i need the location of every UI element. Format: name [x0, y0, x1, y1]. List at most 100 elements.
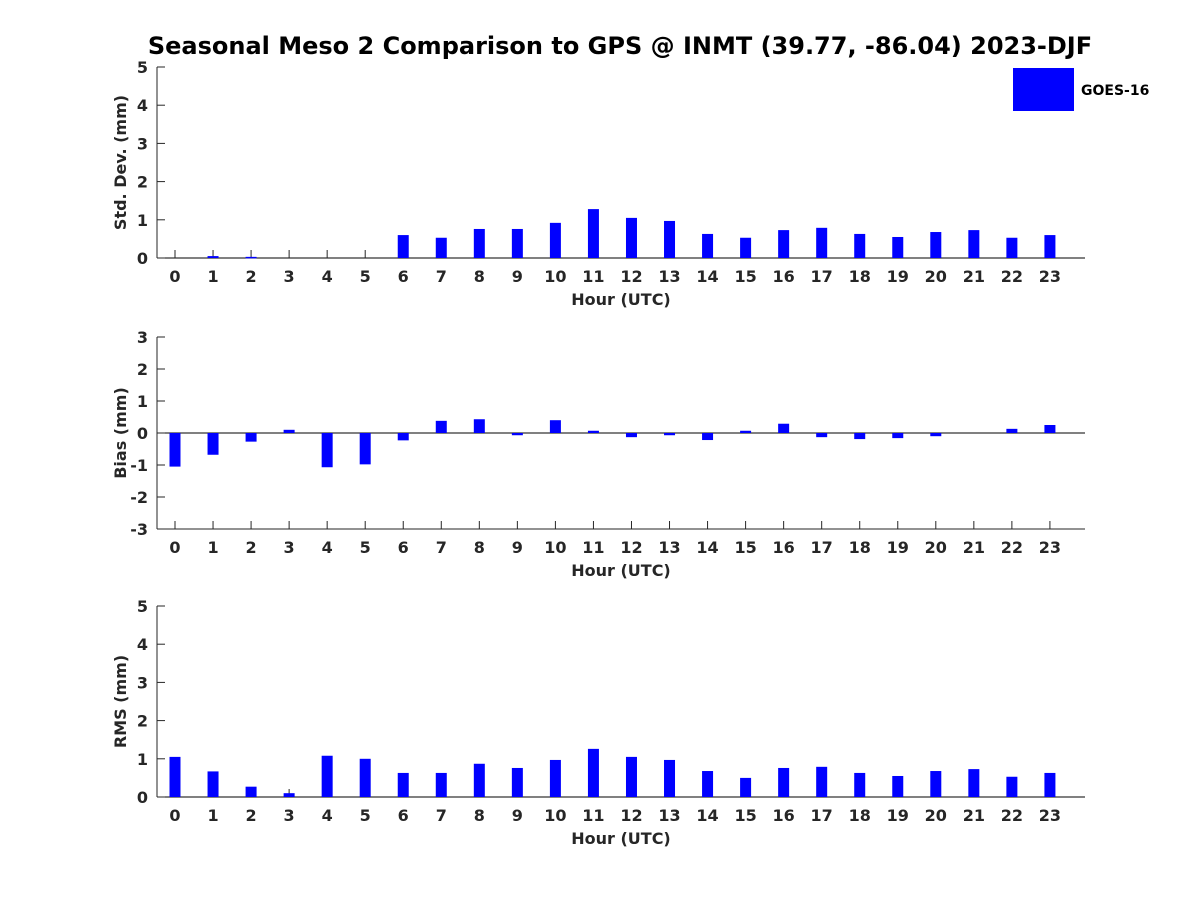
bar — [854, 433, 866, 440]
bar — [587, 430, 599, 433]
x-tick-label: 0 — [169, 267, 180, 286]
y-tick-label: -2 — [130, 488, 148, 507]
x-tick-label: 7 — [436, 267, 447, 286]
y-tick-label: 0 — [137, 249, 148, 268]
bar — [359, 758, 371, 797]
bar — [892, 775, 904, 797]
x-tick-label: 17 — [811, 806, 833, 825]
y-tick-label: 2 — [137, 360, 148, 379]
bar — [778, 767, 790, 797]
x-tick-label: 11 — [582, 267, 604, 286]
bar — [169, 433, 181, 467]
bar — [321, 755, 333, 797]
x-tick-label: 14 — [696, 806, 718, 825]
x-tick-label: 13 — [658, 538, 680, 557]
x-tick-label: 0 — [169, 538, 180, 557]
legend-swatch — [1013, 68, 1074, 111]
x-axis-label: Hour (UTC) — [571, 290, 671, 309]
bar — [321, 433, 333, 468]
bar — [511, 767, 523, 797]
bar — [854, 772, 866, 797]
chart-title: Seasonal Meso 2 Comparison to GPS @ INMT… — [148, 32, 1092, 60]
x-tick-label: 22 — [1001, 806, 1023, 825]
x-tick-label: 15 — [734, 538, 756, 557]
x-tick-label: 23 — [1039, 806, 1061, 825]
bar — [587, 748, 599, 797]
x-tick-label: 3 — [284, 538, 295, 557]
bar — [511, 228, 523, 258]
x-tick-label: 18 — [849, 538, 871, 557]
x-tick-label: 13 — [658, 267, 680, 286]
bar — [854, 233, 866, 258]
legend: GOES-16 — [1013, 68, 1149, 111]
bar — [930, 232, 942, 258]
y-axis-label: RMS (mm) — [111, 655, 130, 748]
bar — [968, 769, 980, 797]
bar — [359, 433, 371, 465]
bar — [892, 433, 904, 439]
x-tick-label: 16 — [773, 538, 795, 557]
x-tick-label: 1 — [207, 806, 218, 825]
bar — [892, 236, 904, 258]
bar — [702, 433, 714, 441]
bar — [740, 777, 752, 797]
y-tick-label: 2 — [137, 712, 148, 731]
x-tick-label: 23 — [1039, 267, 1061, 286]
y-axis-label: Bias (mm) — [111, 387, 130, 479]
bar — [397, 433, 409, 441]
bar — [930, 771, 942, 797]
x-tick-label: 7 — [436, 538, 447, 557]
bar — [740, 237, 752, 258]
x-tick-label: 9 — [512, 806, 523, 825]
bar — [816, 227, 828, 258]
y-tick-label: 3 — [137, 134, 148, 153]
x-tick-label: 21 — [963, 806, 985, 825]
x-tick-label: 10 — [544, 806, 566, 825]
bar — [283, 793, 295, 797]
x-tick-label: 10 — [544, 538, 566, 557]
bar — [1044, 425, 1056, 433]
x-tick-label: 20 — [925, 806, 947, 825]
x-tick-label: 22 — [1001, 267, 1023, 286]
x-tick-label: 17 — [811, 538, 833, 557]
bar — [664, 759, 676, 797]
x-tick-label: 6 — [398, 806, 409, 825]
bar — [664, 220, 676, 258]
x-tick-label: 8 — [474, 267, 485, 286]
y-tick-label: 1 — [137, 750, 148, 769]
bar — [549, 420, 561, 433]
x-tick-label: 14 — [696, 538, 718, 557]
x-tick-label: 17 — [811, 267, 833, 286]
x-tick-label: 0 — [169, 806, 180, 825]
y-tick-label: 2 — [137, 173, 148, 192]
x-tick-label: 7 — [436, 806, 447, 825]
bar — [207, 771, 219, 797]
x-tick-label: 18 — [849, 267, 871, 286]
y-tick-label: 0 — [137, 424, 148, 443]
y-tick-label: 0 — [137, 788, 148, 807]
bar — [702, 233, 714, 258]
x-tick-label: 3 — [284, 806, 295, 825]
bar — [625, 217, 637, 258]
bar — [207, 433, 219, 455]
bar — [740, 430, 752, 433]
bar — [245, 433, 257, 442]
x-tick-label: 6 — [398, 267, 409, 286]
bar — [473, 763, 485, 797]
x-tick-label: 9 — [512, 267, 523, 286]
bar — [473, 228, 485, 258]
bar — [816, 766, 828, 797]
y-tick-label: 1 — [137, 392, 148, 411]
x-tick-label: 19 — [887, 267, 909, 286]
x-tick-label: 5 — [360, 538, 371, 557]
x-tick-label: 11 — [582, 538, 604, 557]
bar — [1044, 772, 1056, 797]
bar — [1044, 235, 1056, 258]
x-tick-label: 2 — [246, 806, 257, 825]
x-tick-label: 5 — [360, 806, 371, 825]
